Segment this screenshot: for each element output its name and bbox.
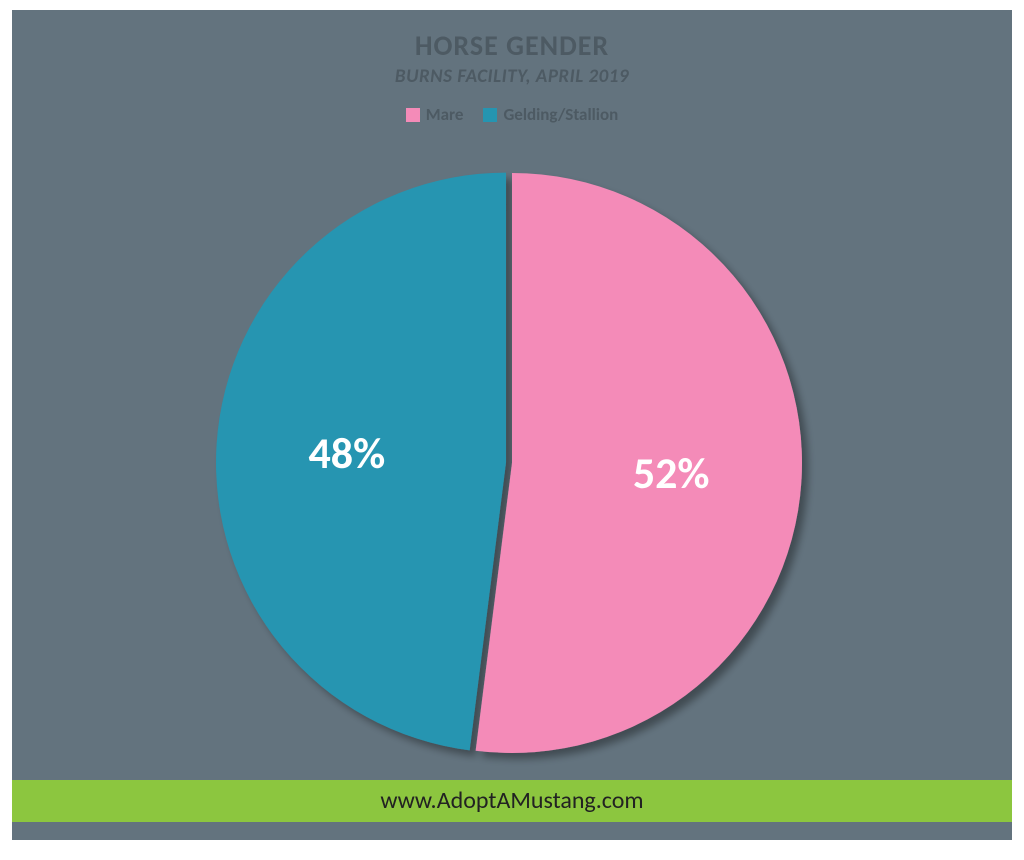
pie-svg (202, 153, 822, 773)
footer-link[interactable]: www.AdoptAMustang.com (380, 786, 643, 815)
footer-bar: www.AdoptAMustang.com (12, 780, 1012, 822)
legend-label: Gelding/Stallion (503, 104, 618, 125)
chart-title: HORSE GENDER (12, 10, 1012, 63)
legend-item: Mare (406, 104, 464, 125)
legend: Mare Gelding/Stallion (12, 104, 1012, 125)
legend-swatch (483, 108, 497, 122)
slice-label: 48% (308, 426, 385, 480)
legend-swatch (406, 108, 420, 122)
chart-panel: HORSE GENDER BURNS FACILITY, APRIL 2019 … (12, 10, 1012, 840)
legend-item: Gelding/Stallion (483, 104, 618, 125)
slice-label: 52% (633, 446, 710, 500)
legend-label: Mare (426, 104, 464, 125)
chart-subtitle: BURNS FACILITY, APRIL 2019 (12, 65, 1012, 88)
pie-chart: 52% 48% (202, 153, 822, 773)
